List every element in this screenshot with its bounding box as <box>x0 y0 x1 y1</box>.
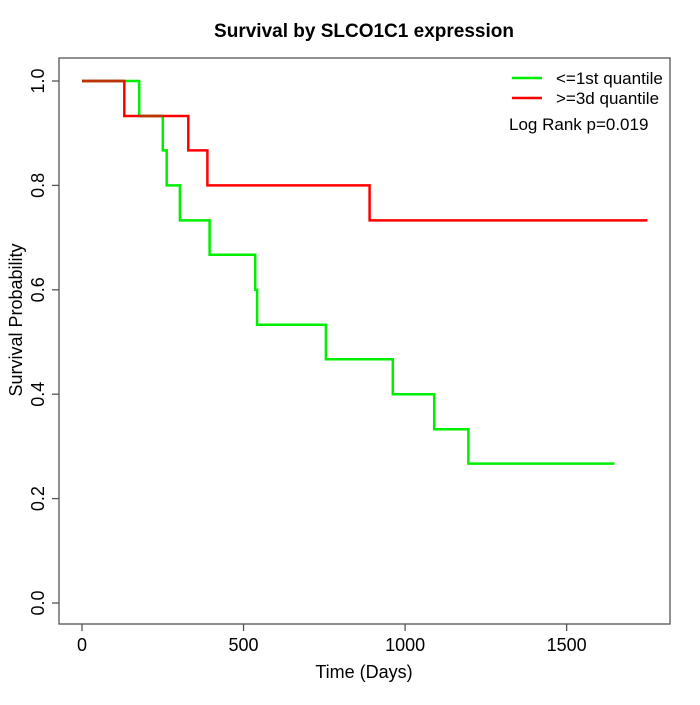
x-tick-label: 500 <box>229 635 259 655</box>
y-tick-label: 0.8 <box>28 173 48 198</box>
x-tick-label: 0 <box>77 635 87 655</box>
x-tick-label: 1500 <box>547 635 587 655</box>
km-curve-green <box>82 79 615 465</box>
y-tick-label: 0.4 <box>28 382 48 407</box>
km-curves <box>82 79 648 465</box>
legend-label-green: <=1st quantile <box>556 69 663 88</box>
logrank-annotation: Log Rank p=0.019 <box>509 115 648 134</box>
x-axis-label: Time (Days) <box>315 662 412 682</box>
x-axis: 0 500 1000 1500 <box>77 624 587 655</box>
y-axis: 0.0 0.2 0.4 0.6 0.8 1.0 <box>28 68 59 616</box>
y-tick-label: 0.0 <box>28 590 48 615</box>
legend-label-red: >=3d quantile <box>556 89 659 108</box>
legend: <=1st quantile >=3d quantile Log Rank p=… <box>509 69 663 134</box>
y-axis-label: Survival Probability <box>6 243 26 396</box>
plot-box <box>58 57 671 625</box>
km-curve-red <box>82 79 648 222</box>
y-tick-label: 1.0 <box>28 68 48 93</box>
x-tick-label: 1000 <box>385 635 425 655</box>
y-tick-label: 0.6 <box>28 277 48 302</box>
chart-title: Survival by SLCO1C1 expression <box>214 21 514 42</box>
y-tick-label: 0.2 <box>28 486 48 511</box>
